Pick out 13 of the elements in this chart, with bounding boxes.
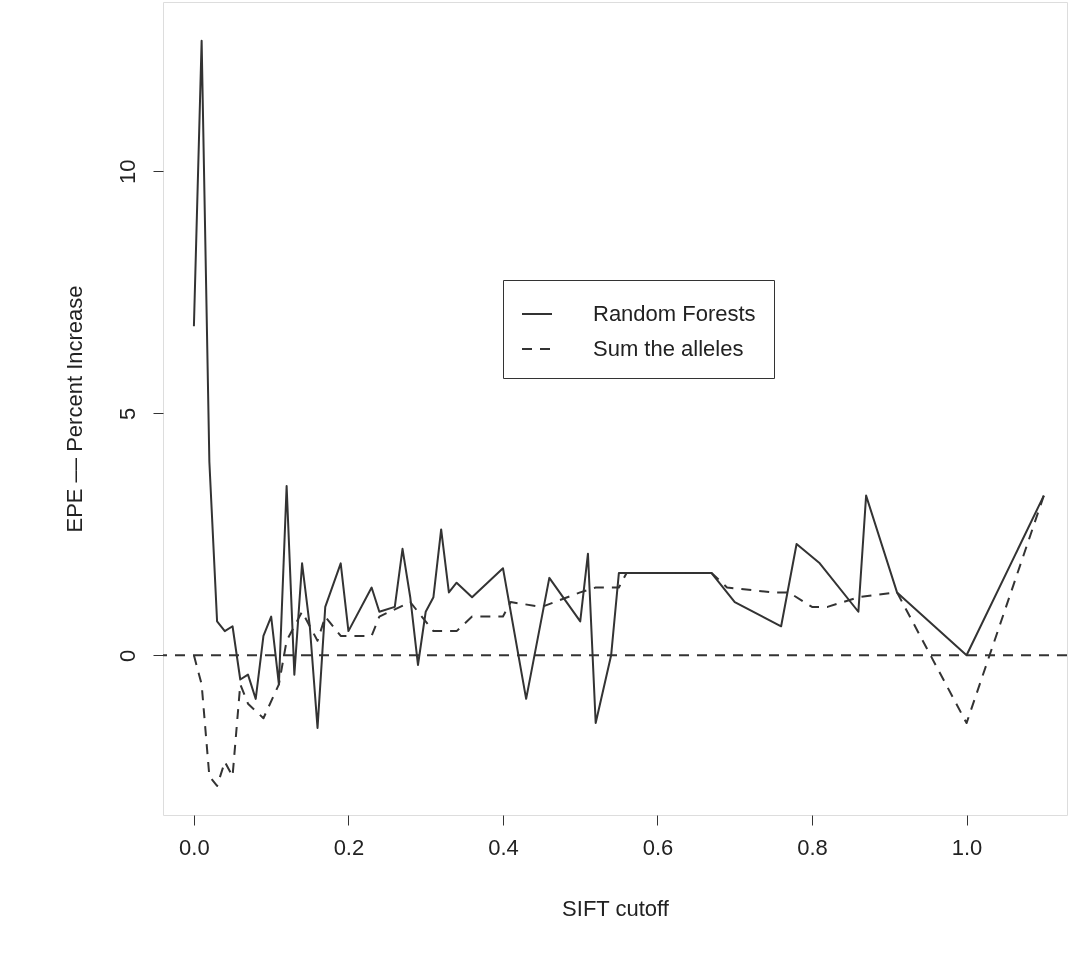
y-axis-title: EPE –– Percent Increase bbox=[61, 285, 87, 533]
y-tick-label: 0 bbox=[114, 649, 140, 662]
x-tick-label: 0.4 bbox=[488, 834, 519, 860]
x-tick-label: 1.0 bbox=[951, 834, 983, 860]
x-tick-label: 0.8 bbox=[797, 834, 828, 860]
legend-label: Random Forests bbox=[593, 301, 756, 326]
x-tick-label: 0.0 bbox=[179, 834, 210, 860]
legend-label: Sum the alleles bbox=[593, 336, 744, 361]
x-tick-label: 0.2 bbox=[333, 834, 365, 860]
y-tick-label: 10 bbox=[114, 159, 140, 185]
y-tick-label: 5 bbox=[114, 407, 140, 420]
x-tick-label: 0.6 bbox=[642, 834, 674, 860]
x-axis-title: SIFT cutoff bbox=[562, 895, 670, 921]
